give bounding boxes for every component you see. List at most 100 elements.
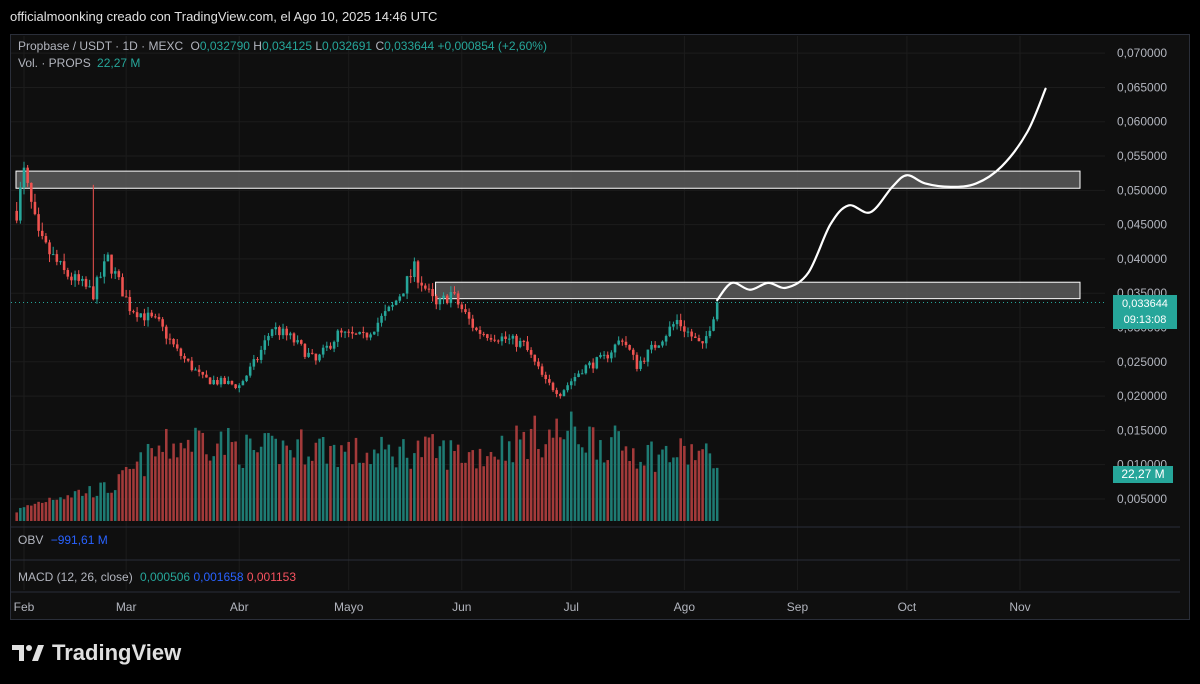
macd-pane-legend: MACD (12, 26, close) 0,000506 0,001658 0… xyxy=(18,570,296,584)
price-tick-label: 0,040000 xyxy=(1117,252,1167,266)
candle-body xyxy=(161,319,164,327)
volume-bar xyxy=(216,443,219,521)
volume-bar xyxy=(165,428,168,521)
candle-body xyxy=(518,340,522,347)
candle-body xyxy=(631,349,635,355)
candle-body xyxy=(704,336,708,344)
volume-bar xyxy=(113,490,117,521)
candle-body xyxy=(37,214,40,231)
volume-bar xyxy=(555,418,558,521)
tradingview-logo[interactable]: TradingView xyxy=(12,638,181,668)
candles xyxy=(15,161,719,399)
price-tick-label: 0,020000 xyxy=(1117,389,1167,403)
candle-body xyxy=(544,374,547,380)
volume-bar xyxy=(128,468,132,521)
volume-badge: 22,27 M xyxy=(1113,466,1173,483)
volume-bar xyxy=(416,440,420,521)
candle-body xyxy=(438,298,442,305)
candle-body xyxy=(442,295,445,299)
volume-bar xyxy=(270,435,274,521)
obv-pane-legend: OBV −991,61 M xyxy=(18,533,108,547)
volume-bar xyxy=(701,449,704,521)
time-tick-label: Nov xyxy=(1009,600,1030,614)
volume-bar xyxy=(675,457,679,521)
volume-bar xyxy=(420,457,423,521)
volume-bar xyxy=(150,448,153,521)
volume-bar xyxy=(19,507,22,521)
volume-bar xyxy=(237,464,241,521)
volume-bar xyxy=(208,460,212,521)
candle-body xyxy=(84,278,88,287)
candle-body xyxy=(621,340,624,342)
candle-body xyxy=(212,380,215,385)
candle-body xyxy=(22,167,26,188)
candle-body xyxy=(672,324,675,327)
candle-body xyxy=(267,335,270,341)
volume-bar xyxy=(321,436,325,521)
volume-bar xyxy=(453,451,456,521)
volume-bar xyxy=(434,458,438,521)
candle-body xyxy=(208,377,212,385)
volume-bar xyxy=(486,456,489,521)
volume-bar xyxy=(489,451,493,521)
volume-bar xyxy=(504,460,507,521)
legend-low: 0,032691 xyxy=(322,39,373,53)
candle-body xyxy=(431,289,434,297)
time-tick-label: Ago xyxy=(674,600,696,614)
volume-bar xyxy=(602,462,606,521)
price-tick-label: 0,050000 xyxy=(1117,183,1167,197)
legend-h-label: H xyxy=(253,39,262,53)
volume-bar xyxy=(143,476,146,521)
volume-bar xyxy=(380,436,383,521)
volume-bar xyxy=(715,467,719,521)
volume-bar xyxy=(424,436,427,521)
candle-body xyxy=(588,362,591,366)
candle-body xyxy=(584,365,588,374)
volume-bar xyxy=(610,437,613,521)
volume-bar xyxy=(668,462,672,521)
volume-bar xyxy=(704,443,708,521)
candle-body xyxy=(234,384,237,389)
volume-bar xyxy=(573,426,577,521)
candle-body xyxy=(405,276,409,294)
candle-body xyxy=(292,333,296,343)
volume-bar xyxy=(135,461,139,521)
volume-bar xyxy=(124,466,128,521)
volume-bar xyxy=(194,427,197,521)
obv-value: −991,61 M xyxy=(50,533,108,547)
volume-bar xyxy=(533,415,537,521)
candle-body xyxy=(26,167,29,183)
candle-body xyxy=(113,271,117,274)
volume-bar xyxy=(278,464,281,521)
candle-body xyxy=(362,331,365,333)
volume-bar xyxy=(529,428,533,521)
volume-bar xyxy=(540,457,544,521)
candle-body xyxy=(139,313,143,318)
candle-body xyxy=(289,333,292,336)
macd-value-1: 0,000506 xyxy=(140,570,191,584)
candle-body xyxy=(110,254,113,274)
candle-body xyxy=(303,343,307,357)
volume-bar xyxy=(146,443,150,521)
candle-body xyxy=(205,374,208,378)
candle-body xyxy=(529,350,533,355)
candle-body xyxy=(48,242,51,255)
candle-body xyxy=(591,362,595,369)
volume-bar xyxy=(617,431,620,521)
volume-bar xyxy=(635,468,639,521)
candle-body xyxy=(336,330,340,342)
candle-body xyxy=(686,331,690,333)
candle-body xyxy=(285,328,288,336)
candle-body xyxy=(577,373,580,377)
volume-bar xyxy=(30,505,33,521)
bar-countdown: 09:13:08 xyxy=(1123,314,1167,326)
volume-bar xyxy=(70,497,73,521)
legend-vol-label: Vol. · PROPS xyxy=(18,56,91,70)
candle-body xyxy=(248,366,252,376)
volume-bar xyxy=(139,452,143,521)
grid xyxy=(11,36,1180,593)
volume-bar xyxy=(99,482,102,521)
volume-bar xyxy=(694,460,697,521)
volume-bar xyxy=(409,468,413,521)
